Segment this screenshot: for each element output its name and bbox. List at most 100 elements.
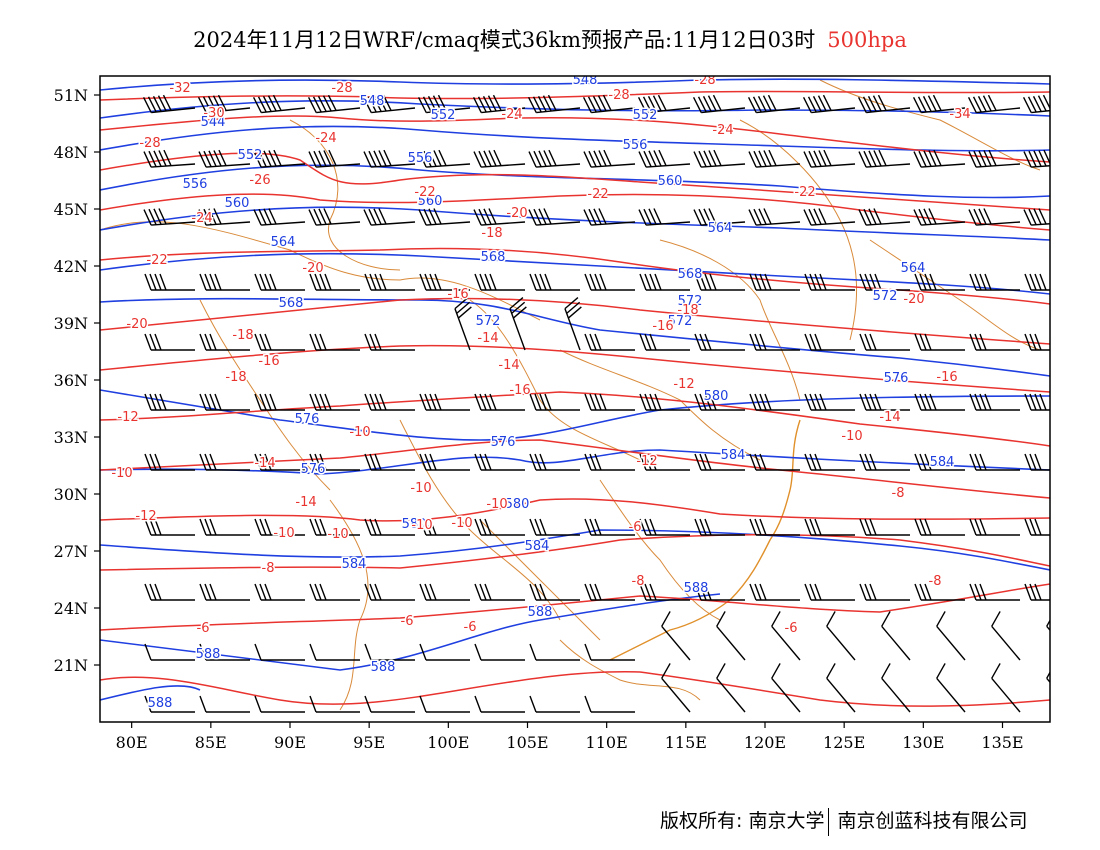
wind-barb	[1024, 273, 1050, 291]
wind-barb	[454, 297, 472, 351]
geopotential-label: 576	[295, 412, 320, 427]
wind-barb	[803, 208, 856, 226]
wind-barb	[474, 453, 525, 471]
wind-barb	[859, 453, 910, 471]
geopotential-label: 552	[431, 108, 456, 123]
lat-label: 24N	[54, 599, 88, 618]
temperature-label: -14	[879, 410, 900, 425]
temperature-label: -16	[936, 370, 957, 385]
temperature-label: -10	[486, 497, 507, 512]
temperature-label: -10	[841, 429, 862, 444]
geopotential-contours	[100, 78, 1050, 701]
wind-barb	[199, 518, 250, 536]
geopotential-label: 572	[476, 314, 501, 329]
wind-barb	[254, 518, 305, 536]
wind-barb	[474, 393, 525, 411]
wind-barb	[529, 453, 580, 471]
temperature-label: -14	[477, 331, 498, 346]
wind-barb	[716, 663, 746, 713]
temperature-label: -24	[191, 211, 212, 226]
wind-barb	[419, 695, 470, 713]
wind-barb	[473, 149, 526, 168]
wind-barb	[1024, 333, 1050, 351]
geopotential-label: 584	[930, 455, 955, 470]
map-title: 2024年11月12日WRF/cmaq模式36km预报产品:11月12日03时 5…	[0, 24, 1100, 54]
wind-barb	[363, 149, 416, 168]
temperature-labels: -32 -28 -28 -28 -30 -28 -24 -24 -24 -34 -26 -22 -22 -…	[110, 76, 972, 638]
wind-barb	[144, 695, 195, 713]
wind-barb	[771, 611, 801, 661]
lat-label: 42N	[54, 257, 88, 276]
geopotential-label: 572	[873, 289, 898, 304]
temperature-label: -10	[111, 466, 132, 481]
wind-barb	[199, 333, 250, 351]
geopotential-label: 556	[408, 151, 433, 166]
temperature-label: -30	[203, 106, 224, 121]
wind-barb	[198, 149, 251, 168]
wind-barb	[527, 94, 581, 114]
wind-barb	[748, 149, 801, 168]
wind-barb	[364, 453, 415, 471]
wind-barb	[529, 695, 580, 713]
temperature-label: -14	[295, 495, 316, 510]
wind-barb	[661, 611, 691, 661]
wind-barb	[858, 208, 911, 226]
wind-barb	[639, 273, 690, 291]
geopotential-label: 576	[884, 371, 909, 386]
wind-barb	[693, 149, 746, 168]
wind-barb	[859, 393, 910, 411]
temperature-label: -28	[608, 88, 629, 103]
wind-barb	[582, 94, 636, 114]
temperature-label: -24	[712, 123, 733, 138]
wind-barb	[749, 333, 800, 351]
wind-barb	[474, 643, 525, 661]
wind-barb	[584, 695, 635, 713]
wind-barb	[509, 297, 527, 351]
temperature-label: -20	[126, 317, 147, 332]
geopotential-label: 588	[148, 696, 173, 711]
geopotential-label: 568	[279, 296, 304, 311]
title-text: 2024年11月12日WRF/cmaq模式36km预报产品:11月12日03时	[193, 28, 816, 52]
temperature-label: -22	[414, 185, 435, 200]
geopotential-label: 564	[271, 235, 296, 250]
wind-barb	[914, 583, 965, 601]
wind-barb	[693, 208, 746, 226]
wind-barb	[913, 208, 966, 226]
temperature-label: -10	[451, 516, 472, 531]
wind-barb	[969, 273, 1020, 291]
wind-barb	[748, 208, 801, 226]
wind-barb	[144, 393, 195, 411]
wind-barb	[638, 208, 691, 226]
geopotential-label: 564	[901, 261, 926, 276]
wind-barb	[749, 393, 800, 411]
temperature-label: -8	[892, 486, 905, 501]
footer-separator	[828, 807, 830, 836]
wind-barb	[913, 149, 966, 168]
temperature-label: -20	[302, 261, 323, 276]
wind-barb	[144, 518, 195, 536]
temperature-label: -24	[501, 107, 522, 122]
lat-label: 51N	[54, 86, 88, 105]
geopotential-label: 584	[525, 539, 550, 554]
wind-barb	[197, 94, 251, 114]
lat-label: 39N	[54, 314, 88, 333]
temperature-label: -18	[677, 303, 698, 318]
wind-barb	[694, 333, 745, 351]
geopotential-label: 584	[721, 448, 746, 463]
wind-barb	[661, 663, 691, 713]
wind-barb	[881, 611, 911, 661]
temperature-label: -22	[794, 185, 815, 200]
geopotential-label: 580	[704, 389, 729, 404]
lat-label: 27N	[54, 542, 88, 561]
wind-barb	[309, 643, 360, 661]
wind-barb	[252, 94, 306, 114]
wind-barb	[309, 333, 360, 351]
lat-label: 30N	[54, 485, 88, 504]
wind-barb	[529, 583, 580, 601]
wind-barb	[991, 663, 1021, 713]
wind-barb	[826, 663, 856, 713]
geopotential-label: 576	[301, 462, 326, 477]
wind-barb	[858, 149, 911, 168]
wind-barb	[419, 518, 470, 536]
lon-label: 100E	[427, 733, 469, 752]
